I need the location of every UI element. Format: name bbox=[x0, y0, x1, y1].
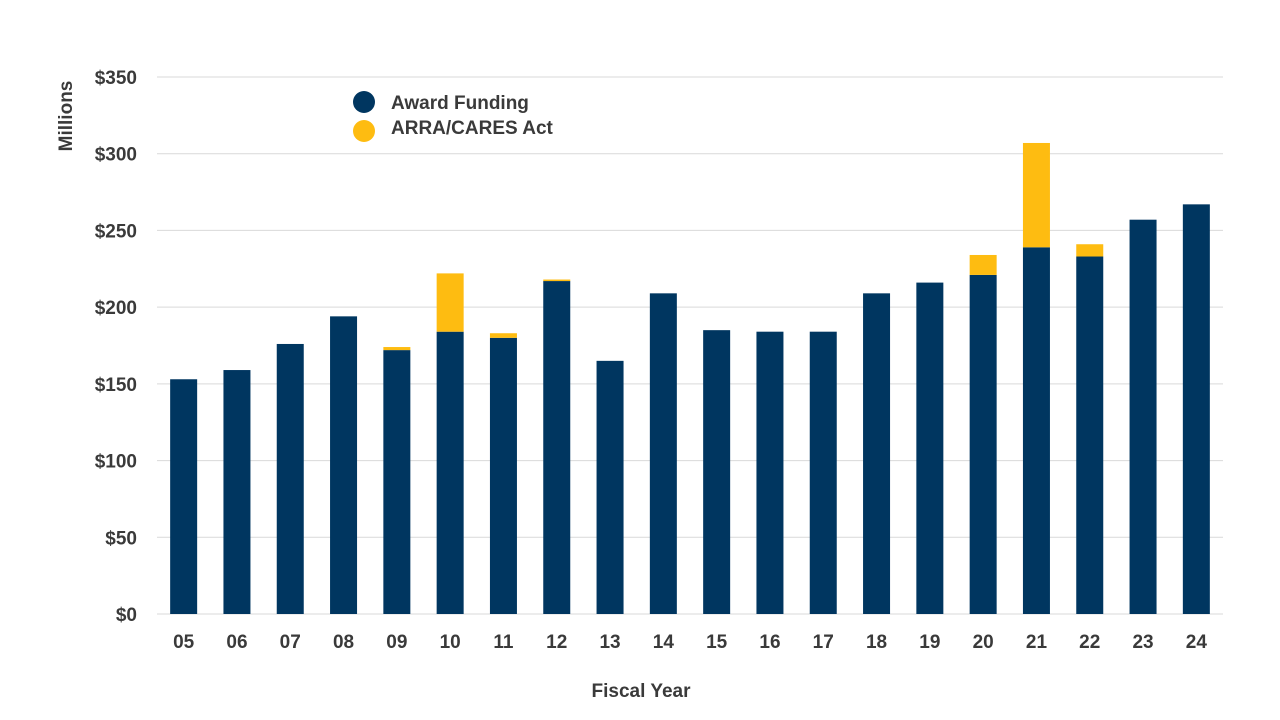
bars bbox=[170, 142, 1210, 615]
x-tick-label: 20 bbox=[973, 632, 994, 653]
bar-arra-cares-act bbox=[1076, 244, 1104, 257]
x-axis-title: Fiscal Year bbox=[592, 681, 692, 702]
y-tick-label: $250 bbox=[95, 221, 137, 242]
x-tick-label: 09 bbox=[386, 632, 407, 653]
y-tick-label: $150 bbox=[95, 375, 137, 396]
y-axis-ticks: $0 $50 $100 $150 $200 $250 $300 $350 bbox=[95, 68, 137, 626]
bar-award-funding bbox=[1022, 247, 1050, 614]
y-tick-label: $0 bbox=[116, 605, 137, 626]
y-tick-label: $100 bbox=[95, 452, 137, 473]
gridlines bbox=[157, 76, 1223, 615]
bar-award-funding bbox=[1076, 256, 1104, 614]
bar-award-funding bbox=[809, 331, 837, 614]
bar-award-funding bbox=[1182, 204, 1210, 615]
x-tick-label: 10 bbox=[440, 632, 461, 653]
bar-arra-cares-act bbox=[489, 333, 517, 338]
bar-award-funding bbox=[543, 281, 571, 614]
bar-award-funding bbox=[330, 316, 358, 614]
x-tick-label: 07 bbox=[280, 632, 301, 653]
x-tick-label: 13 bbox=[599, 632, 620, 653]
x-tick-label: 12 bbox=[546, 632, 567, 653]
x-tick-label: 23 bbox=[1132, 632, 1153, 653]
legend: Award Funding ARRA/CARES Act bbox=[353, 91, 554, 142]
bar-award-funding bbox=[916, 282, 944, 614]
bar-arra-cares-act bbox=[383, 347, 411, 351]
bar-arra-cares-act bbox=[543, 279, 571, 282]
bar-award-funding bbox=[489, 337, 517, 614]
x-tick-label: 05 bbox=[173, 632, 195, 653]
bar-award-funding bbox=[436, 331, 464, 614]
bar-award-funding bbox=[276, 343, 304, 614]
y-tick-label: $300 bbox=[95, 145, 137, 166]
y-tick-label: $200 bbox=[95, 298, 137, 319]
x-tick-label: 19 bbox=[919, 632, 940, 653]
y-axis-title: Millions bbox=[56, 81, 77, 152]
bar-award-funding bbox=[223, 370, 251, 614]
x-tick-label: 16 bbox=[759, 632, 780, 653]
x-tick-label: 15 bbox=[706, 632, 728, 653]
bar-award-funding bbox=[863, 293, 891, 614]
legend-label-arra-cares-act: ARRA/CARES Act bbox=[391, 118, 554, 139]
x-tick-label: 11 bbox=[493, 632, 514, 653]
x-axis-ticks: 05 06 07 08 09 10 11 12 13 14 15 16 17 18 19 20 21 22 23 24 bbox=[173, 632, 1207, 653]
bar-arra-cares-act bbox=[436, 273, 464, 332]
bar-award-funding bbox=[1129, 219, 1157, 614]
x-tick-label: 08 bbox=[333, 632, 354, 653]
bar-arra-cares-act bbox=[1022, 142, 1050, 248]
bar-award-funding bbox=[969, 274, 997, 614]
bar-award-funding bbox=[703, 330, 731, 614]
legend-marker-arra-cares-act bbox=[353, 120, 375, 142]
x-tick-label: 22 bbox=[1079, 632, 1100, 653]
x-tick-label: 21 bbox=[1026, 632, 1048, 653]
bar-award-funding bbox=[649, 293, 677, 614]
bar-award-funding bbox=[170, 379, 198, 614]
x-tick-label: 18 bbox=[866, 632, 887, 653]
x-tick-label: 17 bbox=[813, 632, 834, 653]
legend-marker-award-funding bbox=[353, 91, 375, 113]
y-tick-label: $350 bbox=[95, 68, 137, 89]
bar-award-funding bbox=[756, 331, 784, 614]
bar-arra-cares-act bbox=[969, 254, 997, 275]
bar-award-funding bbox=[596, 360, 624, 614]
x-tick-label: 24 bbox=[1186, 632, 1208, 653]
bar-award-funding bbox=[383, 350, 411, 614]
y-tick-label: $50 bbox=[105, 528, 137, 549]
x-tick-label: 14 bbox=[653, 632, 675, 653]
x-tick-label: 06 bbox=[226, 632, 247, 653]
legend-label-award-funding: Award Funding bbox=[391, 93, 529, 114]
